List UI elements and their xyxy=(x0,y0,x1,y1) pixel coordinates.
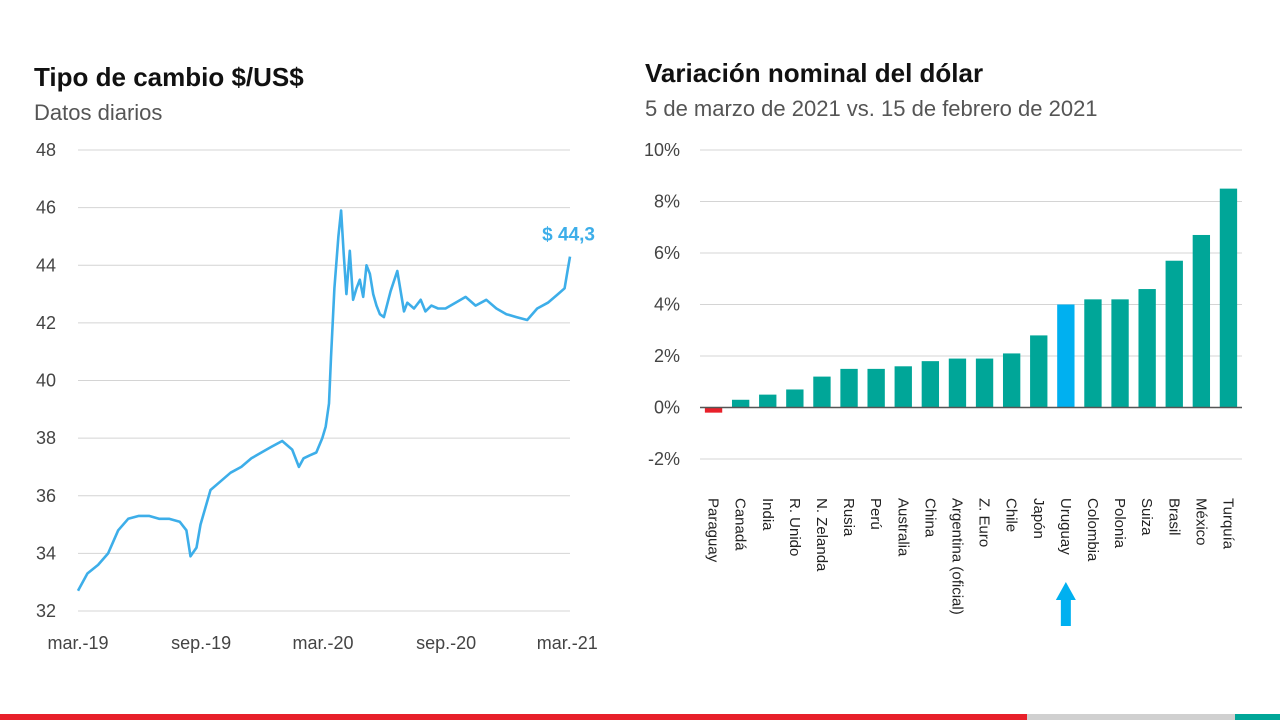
bar-3 xyxy=(786,389,804,408)
line-chart-ytick-label: 34 xyxy=(36,543,56,563)
line-chart-xtick-label: sep.-20 xyxy=(416,633,476,653)
bar-chart-ytick-label: 0% xyxy=(654,398,680,418)
bar-category-label: Colombia xyxy=(1084,498,1101,562)
bar-category-label: Rusia xyxy=(840,498,857,537)
bar-19 xyxy=(1219,188,1238,408)
bar-category-label: Canadá xyxy=(732,498,749,551)
bar-14 xyxy=(1084,299,1102,408)
last-value-label: $ 44,3 xyxy=(542,225,595,246)
bar-chart-ytick-label: 4% xyxy=(654,295,680,315)
line-chart-xtick-label: mar.-19 xyxy=(47,633,108,653)
line-chart-ytick-label: 32 xyxy=(36,601,56,621)
bar-8 xyxy=(921,361,940,408)
bar-1 xyxy=(731,399,750,408)
bar-category-label: Japón xyxy=(1030,498,1047,539)
bar-18 xyxy=(1192,234,1211,408)
line-chart-ytick-label: 42 xyxy=(36,313,56,333)
bar-category-label: India xyxy=(759,498,776,531)
line-chart-ytick-label: 46 xyxy=(36,198,56,218)
line-chart-ytick-label: 36 xyxy=(36,486,56,506)
bar-chart-ytick-label: 10% xyxy=(644,140,680,160)
bar-chart-ytick-label: -2% xyxy=(648,449,680,469)
exchange-rate-line xyxy=(76,209,572,592)
bar-chart-ytick-label: 2% xyxy=(654,346,680,366)
bar-category-label: China xyxy=(921,498,938,538)
bar-category-label: Z. Euro xyxy=(976,498,993,547)
line-chart-xtick-label: mar.-20 xyxy=(292,633,353,653)
bar-13 xyxy=(1057,304,1075,408)
bar-4 xyxy=(813,376,831,408)
line-chart-xtick-label: sep.-19 xyxy=(171,633,231,653)
bar-category-label: Chile xyxy=(1003,498,1020,532)
bar-category-label: Brasil xyxy=(1165,498,1182,536)
bar-category-label: Polonia xyxy=(1111,498,1128,549)
line-chart-ytick-label: 40 xyxy=(36,371,56,391)
bar-category-label: México xyxy=(1192,498,1209,546)
bar-chart-ytick-label: 8% xyxy=(654,192,680,212)
bar-category-label: Turquía xyxy=(1219,498,1236,550)
bar-category-label: Perú xyxy=(867,498,884,530)
bar-11 xyxy=(1002,353,1021,408)
bar-9 xyxy=(948,358,967,408)
line-chart-subtitle: Datos diarios xyxy=(34,100,163,125)
bar-category-label: Australia xyxy=(894,498,911,557)
line-chart-title: Tipo de cambio $/US$ xyxy=(34,62,304,92)
bar-0 xyxy=(704,407,723,413)
line-chart-ytick-label: 44 xyxy=(36,255,56,275)
bar-category-label: Argentina (oficial) xyxy=(948,498,965,615)
bar-category-label: Uruguay xyxy=(1057,498,1074,555)
bar-17 xyxy=(1165,260,1183,408)
bar-category-label: R. Unido xyxy=(786,498,803,556)
line-chart-xtick-label: mar.-21 xyxy=(537,633,598,653)
bar-7 xyxy=(894,366,912,408)
bar-10 xyxy=(975,358,994,408)
bar-chart-ytick-label: 6% xyxy=(654,243,680,263)
bar-12 xyxy=(1030,335,1048,408)
bar-category-label: Suiza xyxy=(1138,498,1155,536)
line-chart-ytick-label: 48 xyxy=(36,140,56,160)
bar-5 xyxy=(840,368,858,408)
bar-category-label: N. Zelanda xyxy=(813,498,830,572)
bar-category-label: Paraguay xyxy=(705,498,722,563)
footer-bar-teal xyxy=(1235,714,1280,720)
bar-16 xyxy=(1138,289,1156,408)
bar-6 xyxy=(867,368,885,408)
line-chart-ytick-label: 38 xyxy=(36,428,56,448)
footer-bar-red xyxy=(0,714,1027,720)
bar-2 xyxy=(759,394,777,408)
bar-chart-subtitle: 5 de marzo de 2021 vs. 15 de febrero de … xyxy=(645,96,1098,121)
uruguay-arrow-icon xyxy=(1055,582,1076,626)
bar-chart-title: Variación nominal del dólar xyxy=(645,58,984,88)
footer-bar-gray xyxy=(1027,714,1235,720)
bar-15 xyxy=(1111,299,1129,408)
